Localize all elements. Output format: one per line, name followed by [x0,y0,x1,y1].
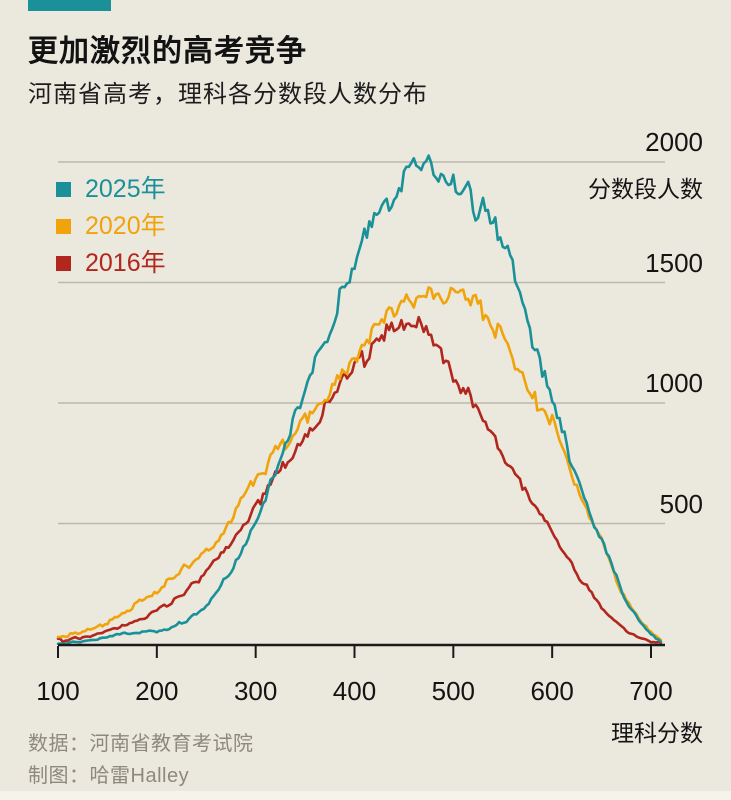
legend: 2025年 2020年 2016年 [56,176,166,287]
y-tick-label-1000: 1000 [645,368,703,398]
data-source: 数据：河南省教育考试院 [28,733,254,755]
x-tick-label-500: 500 [431,676,476,706]
x-axis-title: 理科分数 [611,720,703,746]
legend-item-2020: 2020年 [56,213,166,239]
bottom-strip [0,791,731,800]
y-tick-label-1500: 1500 [645,247,703,278]
x-tick-label-300: 300 [233,676,278,706]
credit: 制图：哈雷Halley [28,765,190,787]
legend-label-2025: 2025年 [85,175,166,203]
brand-tag [28,0,111,11]
chart-subtitle: 河南省高考，理科各分数段人数分布 [28,81,428,108]
x-tick-label-700: 700 [629,676,673,706]
y-tick-label-500: 500 [659,488,703,519]
legend-item-2016: 2016年 [56,250,166,276]
gridlines [58,161,665,525]
legend-item-2025: 2025年 [56,176,166,202]
x-tick-label-400: 400 [332,676,377,706]
legend-swatch-2020 [56,218,71,234]
series-line-2016年 [56,315,663,645]
series-lines [56,154,663,646]
x-axis [57,643,665,658]
y-axis-title: 分数段人数 [588,176,703,202]
x-tick-label-200: 200 [135,676,179,706]
legend-label-2020: 2020年 [85,212,166,240]
legend-label-2016: 2016年 [85,249,166,277]
y-tick-label-2000: 2000 [645,127,703,157]
x-tick-label-100: 100 [36,676,80,706]
chart-title: 更加激烈的高考竞争 [28,35,307,68]
series-line-2020年 [56,286,663,642]
legend-swatch-2025 [56,181,71,197]
legend-swatch-2016 [56,255,71,271]
series-line-2025年 [56,154,663,646]
x-tick-label-600: 600 [530,676,574,706]
